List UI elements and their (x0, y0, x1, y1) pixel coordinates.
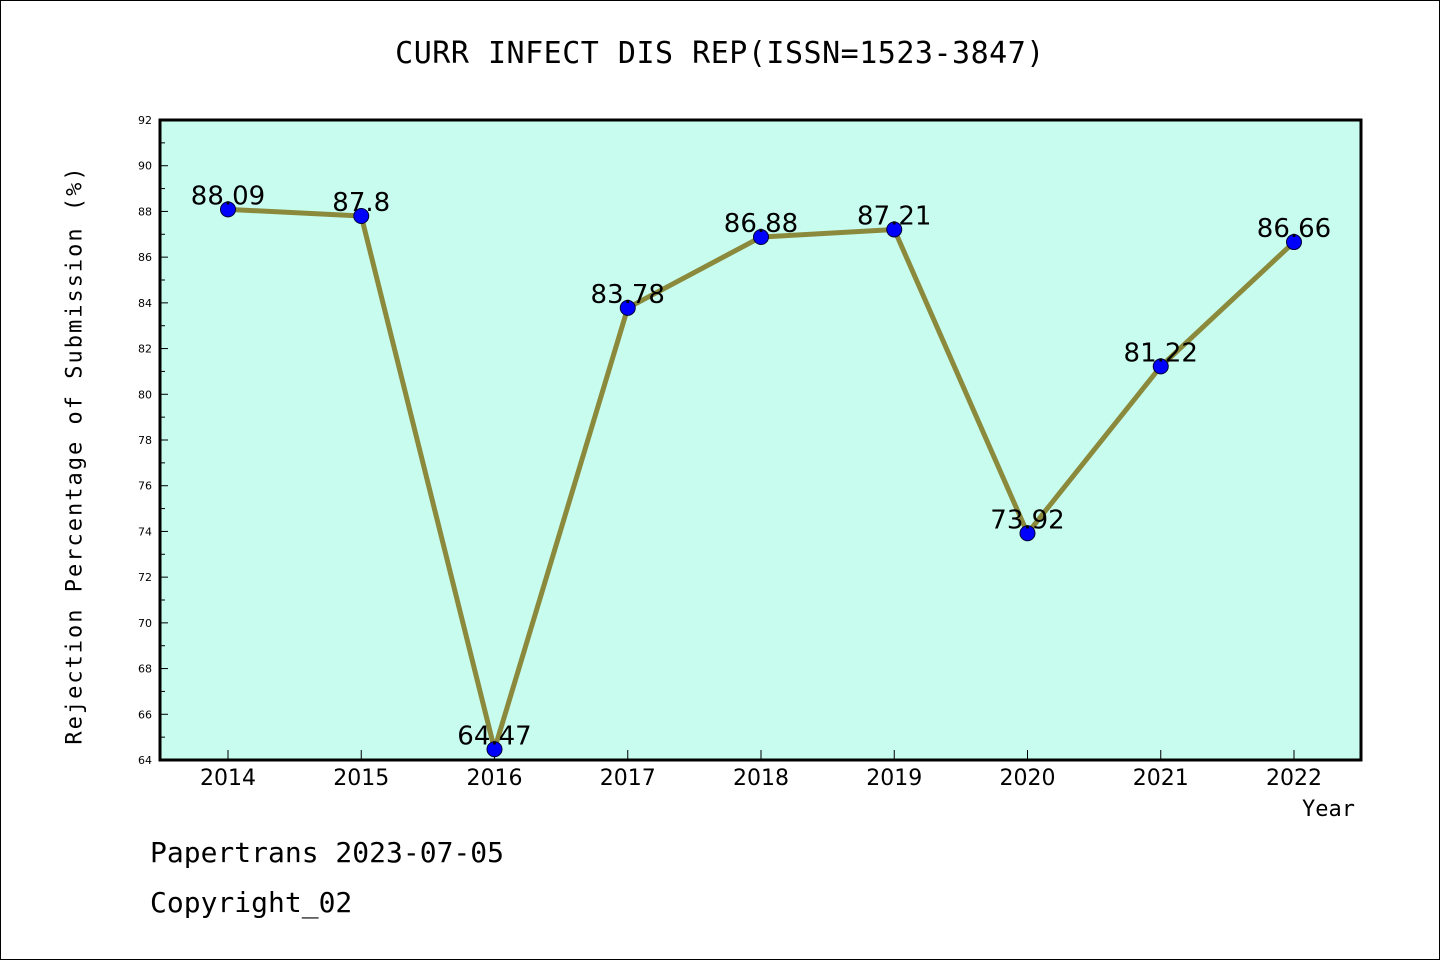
data-point (753, 229, 769, 246)
x-tick-label: 2020 (1000, 766, 1056, 791)
x-tick-label: 2014 (200, 766, 256, 791)
y-tick-label: 64 (138, 754, 152, 767)
footer-copyright: Copyright_02 (150, 886, 353, 919)
data-point (619, 299, 636, 316)
chart-title: CURR INFECT DIS REP(ISSN=1523-3847) (395, 36, 1045, 71)
x-axis: 2014 2015 2016 2017 2018 2019 2020 2021 2022 (200, 750, 1322, 791)
footer-date: Papertrans 2023-07-05 (150, 836, 505, 869)
y-tick-label: 72 (138, 571, 152, 584)
data-label: 86.88 (724, 209, 798, 239)
data-label: 83.78 (591, 280, 665, 310)
data-point (1286, 234, 1302, 251)
series-markers (220, 201, 1302, 758)
y-tick-label: 90 (138, 160, 152, 173)
x-tick-label: 2015 (333, 766, 389, 791)
x-tick-label: 2017 (600, 766, 656, 791)
y-tick-label: 86 (138, 251, 152, 264)
data-point (1019, 525, 1036, 542)
data-label: 88.09 (191, 181, 265, 211)
data-label: 86.66 (1257, 214, 1331, 244)
data-label: 87.8 (332, 188, 390, 218)
data-point (486, 741, 503, 758)
y-tick-label: 82 (138, 343, 152, 356)
data-point (353, 208, 370, 224)
data-point (886, 221, 903, 238)
y-tick-label: 70 (138, 617, 152, 630)
plot-border (158, 118, 1363, 762)
y-tick-label: 66 (138, 708, 152, 721)
y-tick-label: 88 (138, 205, 152, 218)
data-label: 64.47 (457, 721, 531, 751)
data-label: 73.92 (990, 505, 1064, 535)
data-label: 81.22 (1124, 338, 1198, 368)
y-tick-label: 80 (138, 388, 152, 401)
data-label: 87.21 (857, 201, 931, 231)
x-axis-label: Year (1302, 797, 1355, 822)
data-labels: 88.09 87.8 64.47 83.78 86.88 87.21 73.92 81.22 8… (191, 181, 1331, 751)
y-tick-label: 78 (138, 434, 152, 447)
data-point (220, 201, 236, 218)
y-tick-label: 84 (138, 297, 152, 310)
x-tick-label: 2019 (866, 766, 922, 791)
x-tick-label: 2022 (1266, 766, 1322, 791)
x-tick-label: 2016 (467, 766, 523, 791)
data-point (1152, 358, 1169, 375)
x-tick-label: 2018 (733, 766, 789, 791)
y-tick-label: 76 (138, 480, 152, 493)
y-tick-label: 74 (138, 525, 152, 538)
y-tick-label: 68 (138, 663, 152, 676)
y-tick-label: 92 (138, 114, 152, 127)
plot-area (160, 120, 1361, 760)
x-tick-label: 2021 (1133, 766, 1189, 791)
